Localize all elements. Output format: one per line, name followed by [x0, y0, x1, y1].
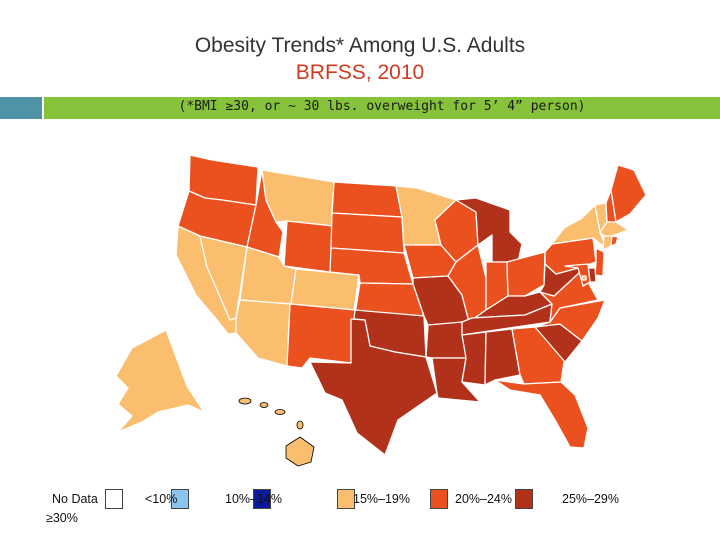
state-ms: [461, 331, 487, 386]
state-nj: [594, 247, 605, 277]
bmi-definition-note: (*BMI ≥30, or ~ 30 lbs. overweight for 5…: [178, 99, 586, 114]
state-ar: [425, 321, 467, 359]
legend-label-c25-29: 25%–29%: [562, 492, 619, 506]
map-subtitle-year: BRFSS, 2010: [295, 61, 425, 84]
legend-label-no-data: No Data: [52, 492, 98, 506]
state-al: [484, 328, 521, 386]
legend-label-c20-24: 20%–24%: [455, 492, 512, 506]
legend-label-c15-19: 15%–19%: [353, 492, 410, 506]
legend-label-gte30: ≥30%: [46, 511, 78, 525]
state-nv: [199, 235, 248, 321]
state-nm: [286, 303, 356, 369]
state-nd: [331, 181, 403, 218]
state-az: [235, 299, 291, 367]
state-ak: [115, 329, 205, 433]
legend-label-lt10: <10%: [145, 492, 178, 506]
accent-bar-left: [0, 97, 42, 119]
legend-swatch-c15-19: [337, 489, 355, 509]
state-ri: [610, 235, 619, 247]
state-fl: [494, 379, 589, 449]
legend-swatch-c10-14: [253, 489, 271, 509]
legend-swatch-no-data: [105, 489, 123, 509]
state-dc: [581, 275, 587, 281]
us-states-map: [115, 154, 647, 467]
legend-swatch-c25-29: [515, 489, 533, 509]
accent-bar: [44, 97, 720, 119]
map-title: Obesity Trends* Among U.S. Adults: [194, 34, 526, 57]
state-tx: [309, 318, 438, 456]
legend-swatch-c20-24: [430, 489, 448, 509]
state-co: [290, 268, 360, 311]
state-hi: [238, 397, 315, 467]
legend-label-c10-14: 10%–14%: [225, 492, 282, 506]
legend-swatch-lt10: [171, 489, 189, 509]
state-me: [610, 164, 647, 223]
state-wy: [283, 220, 334, 273]
state-sd: [330, 212, 405, 254]
